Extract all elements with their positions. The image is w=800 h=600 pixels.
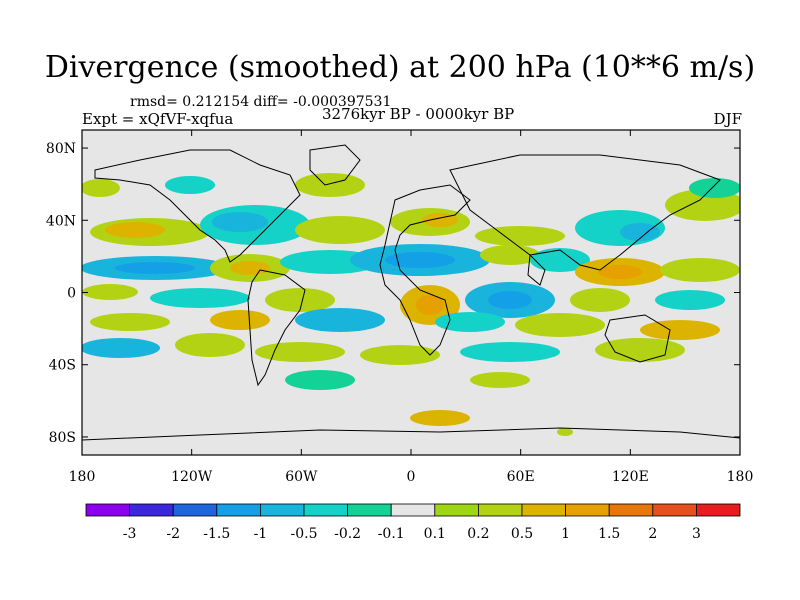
- colorbar-swatch: [85, 503, 130, 517]
- colorbar-swatch: [129, 503, 174, 517]
- lat-tick-label: 40S: [49, 358, 76, 374]
- lon-tick-label: 0: [407, 469, 416, 485]
- colorbar: -3 -2 -1.5 -1 -0.5 -0.2 -0.1 0.1 0.2 0.5 1 1.5 2 3: [85, 503, 741, 542]
- colorbar-swatch: [259, 503, 305, 517]
- colorbar-label: 1: [561, 526, 570, 542]
- colorbar-label: -2: [166, 526, 180, 542]
- colorbar-label: 1.5: [598, 526, 620, 542]
- colorbar-label: 0.1: [424, 526, 446, 542]
- latitude-axis: 80N 40N 0 40S 80S: [46, 141, 740, 446]
- colorbar-label: -1: [254, 526, 268, 542]
- longitude-axis: 180 120W 60W 0 60E 120E 180: [69, 130, 754, 485]
- lat-tick-label: 40N: [46, 213, 76, 229]
- colorbar-swatch: [477, 503, 523, 517]
- colorbar-swatch: [390, 503, 436, 517]
- experiment-label: Expt = xQfVF-xqfua: [82, 110, 234, 128]
- season-label: DJF: [713, 110, 742, 128]
- lon-tick-label: 120W: [171, 469, 213, 485]
- colorbar-swatch: [434, 503, 479, 517]
- lon-tick-label: 60W: [285, 469, 318, 485]
- colorbar-swatch: [347, 503, 392, 517]
- colorbar-label: -1.5: [203, 526, 230, 542]
- period-label: 3276kyr BP - 0000kyr BP: [322, 105, 515, 123]
- colorbar-swatch: [652, 503, 697, 517]
- colorbar-swatch: [521, 503, 566, 517]
- colorbar-label: -0.5: [291, 526, 318, 542]
- lon-tick-label: 120E: [612, 469, 649, 485]
- colorbar-swatch: [696, 503, 741, 517]
- colorbar-label: -0.2: [334, 526, 361, 542]
- colorbar-swatch: [216, 503, 261, 517]
- lat-tick-label: 80S: [49, 430, 76, 446]
- colorbar-swatch: [303, 503, 348, 517]
- colorbar-label: 2: [648, 526, 657, 542]
- colorbar-label: -3: [123, 526, 137, 542]
- lon-tick-label: 180: [69, 469, 96, 485]
- lon-tick-label: 180: [727, 469, 754, 485]
- lat-tick-label: 80N: [46, 141, 76, 157]
- lat-tick-label: 0: [67, 286, 76, 302]
- divergence-field: [82, 173, 740, 436]
- coastlines: [82, 144, 740, 441]
- colorbar-swatch: [172, 503, 218, 517]
- colorbar-swatch: [565, 503, 610, 517]
- plot-title: Divergence (smoothed) at 200 hPa (10**6 …: [44, 50, 756, 85]
- colorbar-swatch: [608, 503, 654, 517]
- lon-tick-label: 60E: [507, 469, 535, 485]
- stats-text: rmsd= 0.212154 diff= -0.000397531: [130, 94, 392, 110]
- colorbar-label: 0.5: [511, 526, 533, 542]
- colorbar-label: 0.2: [467, 526, 489, 542]
- colorbar-label: -0.1: [378, 526, 405, 542]
- colorbar-label: 3: [692, 526, 701, 542]
